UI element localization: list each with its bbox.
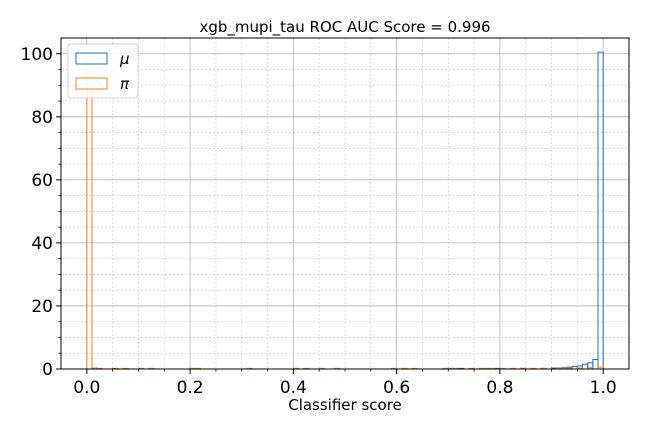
histogram-bin <box>587 367 594 369</box>
x-tick-label: 0.8 <box>486 378 513 398</box>
x-axis-ticks: 0.0 0.2 0.4 0.6 0.8 1.0 <box>73 369 617 398</box>
legend-box <box>67 43 139 99</box>
y-tick-label: 40 <box>31 234 53 254</box>
legend-swatch <box>75 77 108 90</box>
legend-label: μ <box>119 50 130 68</box>
x-tick-label: 1.0 <box>590 378 617 398</box>
y-axis-ticks: 0 20 40 60 80 100 <box>21 45 61 380</box>
histogram-bin <box>597 366 604 369</box>
y-tick-label: 60 <box>31 171 53 191</box>
y-tick-label: 0 <box>42 360 53 380</box>
chart-title: xgb_mupi_tau ROC AUC Score = 0.996 <box>199 18 490 37</box>
x-tick-label: 0.2 <box>177 378 204 398</box>
x-tick-label: 0.0 <box>73 378 100 398</box>
x-tick-label: 0.4 <box>280 378 307 398</box>
legend-swatch <box>75 52 108 65</box>
legend: μπ <box>67 43 139 99</box>
y-tick-label: 100 <box>21 45 53 65</box>
legend-label: π <box>120 75 130 93</box>
y-tick-label: 80 <box>31 108 53 128</box>
x-axis-label: Classifier score <box>288 396 402 414</box>
y-tick-label: 20 <box>31 297 53 317</box>
histogram-bin <box>597 51 604 369</box>
minor-grid <box>61 38 629 369</box>
x-tick-label: 0.6 <box>383 378 410 398</box>
